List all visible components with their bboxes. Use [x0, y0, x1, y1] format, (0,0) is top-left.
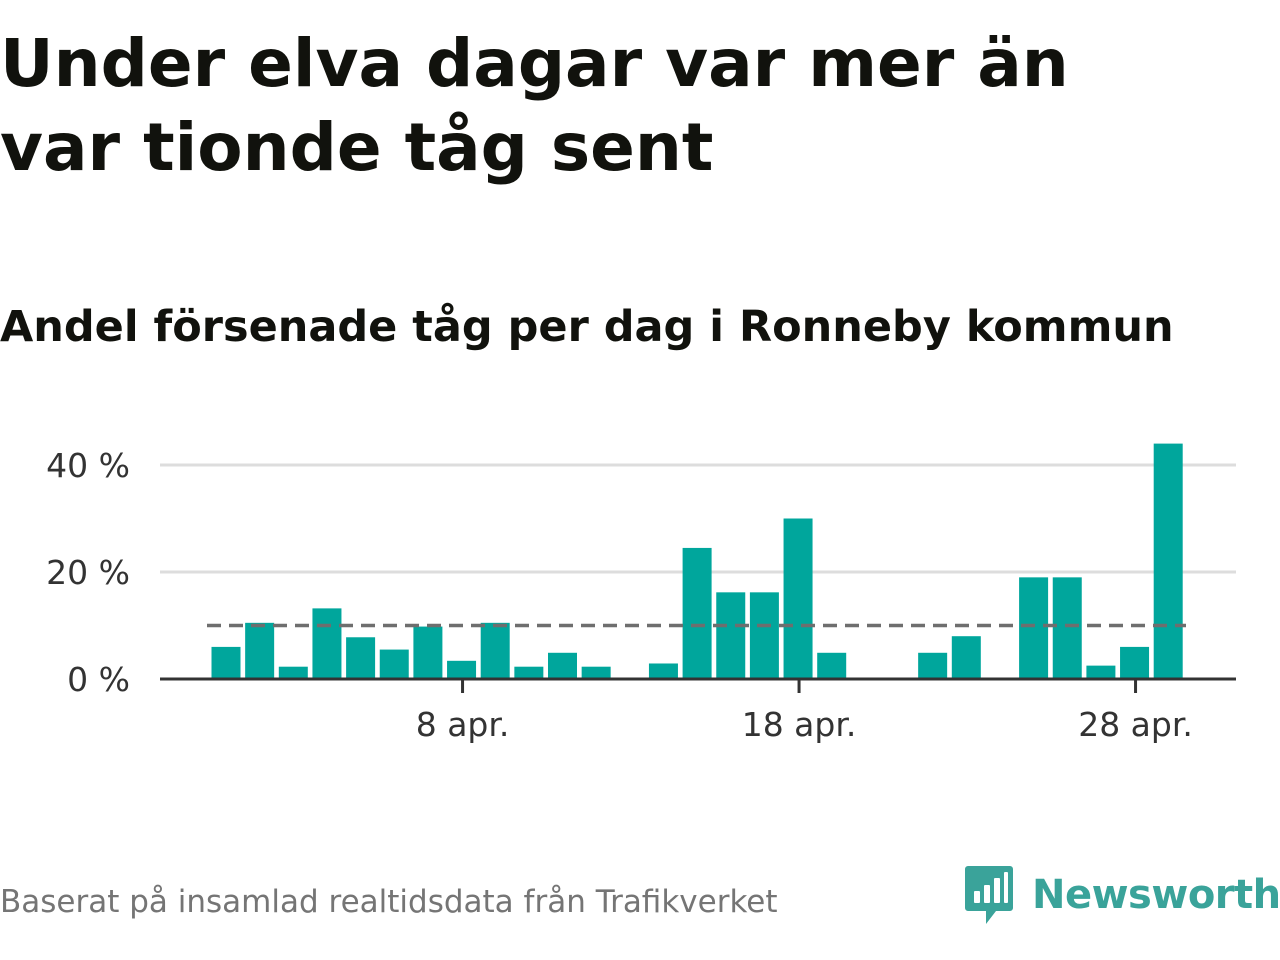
bar [918, 652, 948, 679]
bar [211, 646, 241, 679]
y-axis-ticks: 0 % 20 % 40 % [46, 446, 130, 699]
bar [413, 626, 443, 679]
bar [278, 666, 308, 679]
bar [1120, 646, 1150, 679]
bar [1019, 577, 1049, 679]
bar [245, 622, 275, 679]
y-tick-label: 0 % [67, 660, 130, 699]
bar [1052, 577, 1082, 679]
bar [379, 649, 409, 679]
bar [480, 622, 510, 679]
y-tick-label: 40 % [46, 446, 130, 485]
y-tick-label: 20 % [46, 553, 130, 592]
bar [716, 592, 746, 679]
bar [514, 666, 544, 679]
bar [951, 636, 981, 679]
x-tick-label: 28 apr. [1078, 705, 1193, 744]
bar [548, 652, 577, 679]
x-axis-ticks: 8 apr. 18 apr. 28 apr. [416, 679, 1193, 744]
newsworthy-logo-icon [965, 866, 1013, 924]
bar [817, 652, 847, 679]
bar [581, 666, 611, 679]
bar [447, 660, 477, 679]
bar [312, 608, 342, 679]
newsworthy-logo-text: Newsworthy [1032, 872, 1280, 918]
bar [682, 547, 712, 679]
chart-title: Under elva dagar var mer än var tionde t… [0, 25, 1069, 186]
bar [783, 518, 813, 679]
chart-subtitle: Andel försenade tåg per dag i Ronneby ko… [0, 302, 1174, 352]
newsworthy-logo: Newsworthy [964, 864, 1280, 926]
bar [346, 637, 376, 679]
bar [648, 663, 678, 679]
x-tick-label: 8 apr. [416, 705, 510, 744]
bar [1086, 665, 1116, 679]
source-note: Baserat på insamlad realtidsdata från Tr… [0, 884, 778, 920]
bars [211, 443, 1183, 679]
bar [749, 592, 779, 679]
bar [1153, 443, 1183, 679]
x-tick-label: 18 apr. [742, 705, 857, 744]
